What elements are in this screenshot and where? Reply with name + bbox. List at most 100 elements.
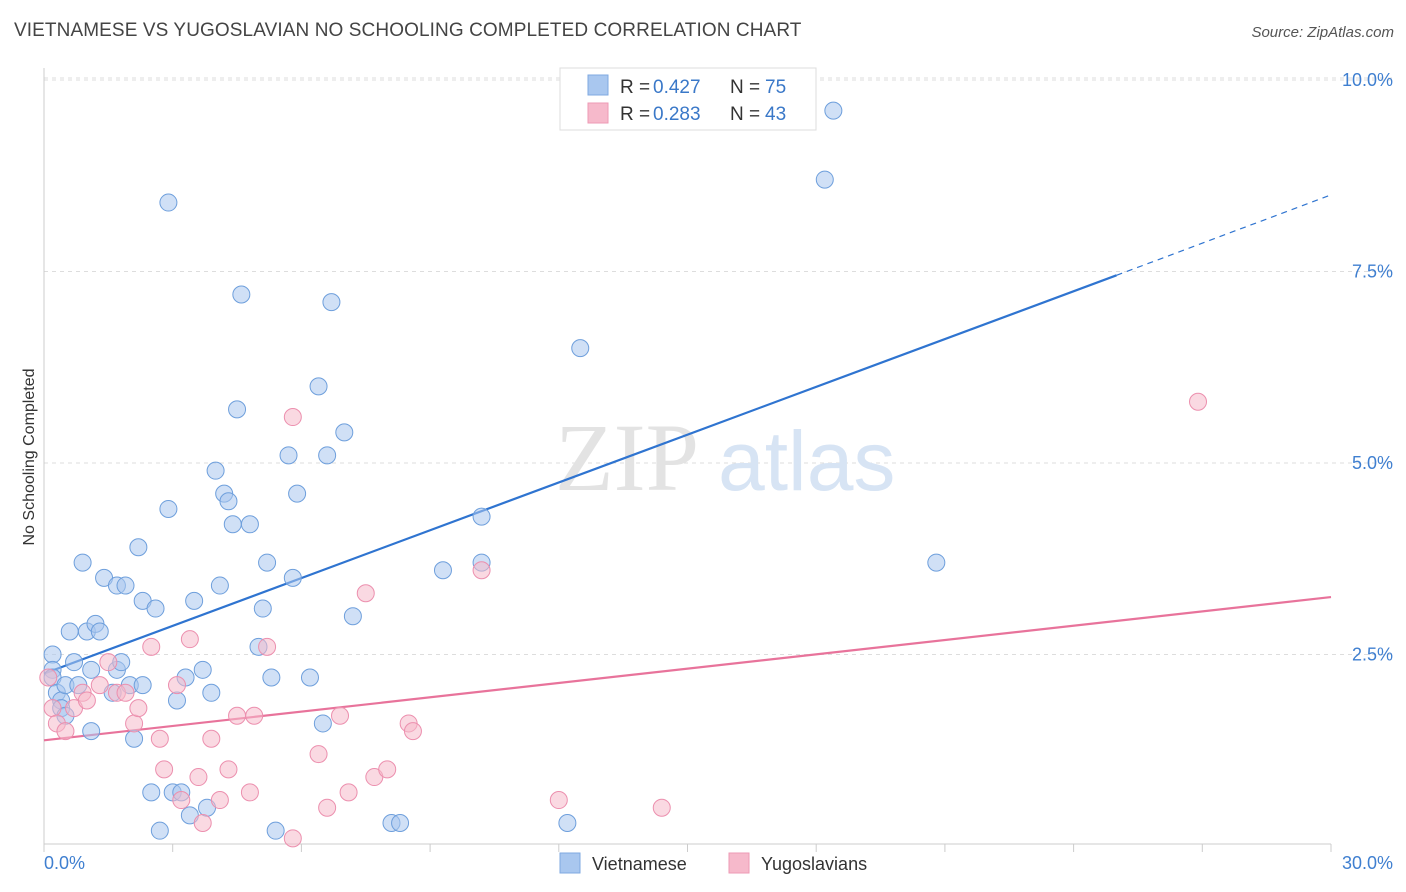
legend-n-label-1: N = — [730, 77, 765, 98]
data-point-yugoslavians — [331, 706, 350, 725]
data-point-vietnamese — [335, 423, 354, 442]
data-point-vietnamese — [142, 783, 161, 802]
data-point-yugoslavians — [193, 814, 212, 833]
data-point-yugoslavians — [240, 783, 259, 802]
data-point-yugoslavians — [356, 584, 375, 603]
data-point-yugoslavians — [210, 791, 229, 810]
data-point-yugoslavians — [549, 791, 568, 810]
data-point-vietnamese — [391, 814, 410, 833]
data-point-vietnamese — [322, 293, 341, 312]
data-point-yugoslavians — [167, 676, 186, 695]
bottom-legend-swatch-yugoslavians — [728, 852, 750, 874]
data-point-yugoslavians — [39, 668, 58, 687]
data-point-vietnamese — [159, 499, 178, 518]
y-tick-label: 5.0% — [1352, 453, 1393, 473]
data-point-vietnamese — [258, 553, 277, 572]
data-point-vietnamese — [228, 400, 247, 419]
data-point-vietnamese — [65, 653, 84, 672]
data-point-yugoslavians — [172, 791, 191, 810]
y-axis-title: No Schooling Completed — [21, 369, 38, 546]
data-point-yugoslavians — [43, 699, 62, 718]
data-point-yugoslavians — [378, 760, 397, 779]
data-point-vietnamese — [82, 660, 101, 679]
y-tick-labels: 2.5% 5.0% 7.5% 10.0% — [1342, 70, 1393, 665]
data-point-yugoslavians — [283, 829, 302, 848]
data-point-vietnamese — [43, 645, 62, 664]
data-point-yugoslavians — [77, 691, 96, 710]
trend-line-vietnamese — [43, 194, 1332, 675]
y-tick-label: 7.5% — [1352, 262, 1393, 282]
data-point-vietnamese — [90, 622, 109, 641]
data-point-vietnamese — [60, 622, 79, 641]
data-point-vietnamese — [129, 538, 148, 557]
trend-line-solid — [43, 274, 1117, 675]
data-point-yugoslavians — [90, 676, 109, 695]
data-point-vietnamese — [232, 285, 251, 304]
data-point-yugoslavians — [309, 745, 328, 764]
data-point-yugoslavians — [228, 706, 247, 725]
bottom-legend-label-yugoslavians: Yugoslavians — [761, 854, 867, 874]
data-point-vietnamese — [219, 492, 238, 511]
data-point-yugoslavians — [116, 683, 135, 702]
series-vietnamese-points — [43, 101, 946, 840]
data-point-yugoslavians — [202, 729, 221, 748]
data-point-vietnamese — [146, 599, 165, 618]
gridlines — [44, 77, 1392, 655]
data-point-vietnamese — [309, 377, 328, 396]
data-point-vietnamese — [313, 714, 332, 733]
y-tick-label: 2.5% — [1352, 645, 1393, 665]
data-point-vietnamese — [262, 668, 281, 687]
data-point-vietnamese — [824, 101, 843, 120]
data-point-yugoslavians — [283, 408, 302, 427]
data-point-vietnamese — [82, 722, 101, 741]
x-tick-label-max: 30.0% — [1342, 853, 1393, 873]
x-tick-label-min: 0.0% — [44, 853, 85, 873]
data-point-vietnamese — [167, 691, 186, 710]
legend-swatch-vietnamese — [587, 74, 609, 96]
data-point-yugoslavians — [1189, 392, 1208, 411]
legend-n-value-1: 75 — [765, 77, 786, 98]
data-point-yugoslavians — [150, 729, 169, 748]
data-point-yugoslavians — [189, 768, 208, 787]
watermark-atlas: atlas — [718, 414, 895, 508]
data-point-yugoslavians — [258, 637, 277, 656]
data-point-vietnamese — [206, 461, 225, 480]
data-point-yugoslavians — [56, 722, 75, 741]
data-point-yugoslavians — [318, 798, 337, 817]
data-point-vietnamese — [318, 446, 337, 465]
data-point-vietnamese — [571, 339, 590, 358]
legend-swatch-yugoslavians — [587, 102, 609, 124]
data-point-vietnamese — [815, 170, 834, 189]
legend-r-label-1: R = — [620, 77, 655, 98]
legend-r-value-1: 0.427 — [653, 77, 701, 98]
series-yugoslavians-points — [39, 392, 1208, 848]
axes — [43, 68, 1332, 852]
data-point-vietnamese — [288, 484, 307, 503]
data-point-yugoslavians — [403, 722, 422, 741]
data-point-vietnamese — [125, 729, 144, 748]
data-point-vietnamese — [223, 515, 242, 534]
legend-n-label-2: N = — [730, 104, 765, 125]
data-point-yugoslavians — [142, 637, 161, 656]
data-point-vietnamese — [558, 814, 577, 833]
data-point-yugoslavians — [339, 783, 358, 802]
data-point-vietnamese — [253, 599, 272, 618]
bottom-legend-label-vietnamese: Vietnamese — [592, 854, 687, 874]
data-point-vietnamese — [300, 668, 319, 687]
data-point-yugoslavians — [99, 653, 118, 672]
data-point-yugoslavians — [219, 760, 238, 779]
data-point-vietnamese — [927, 553, 946, 572]
data-point-yugoslavians — [472, 561, 491, 580]
data-point-vietnamese — [472, 507, 491, 526]
legend-r-value-2: 0.283 — [653, 104, 701, 125]
legend-box: R = 0.427 N = 75 R = 0.283 N = 43 — [559, 67, 817, 131]
data-point-vietnamese — [283, 568, 302, 587]
data-point-vietnamese — [159, 193, 178, 212]
data-point-yugoslavians — [245, 706, 264, 725]
trend-line-extension — [1116, 194, 1332, 276]
legend-r-label-2: R = — [620, 104, 655, 125]
data-point-yugoslavians — [129, 699, 148, 718]
data-point-yugoslavians — [180, 630, 199, 649]
data-point-yugoslavians — [155, 760, 174, 779]
